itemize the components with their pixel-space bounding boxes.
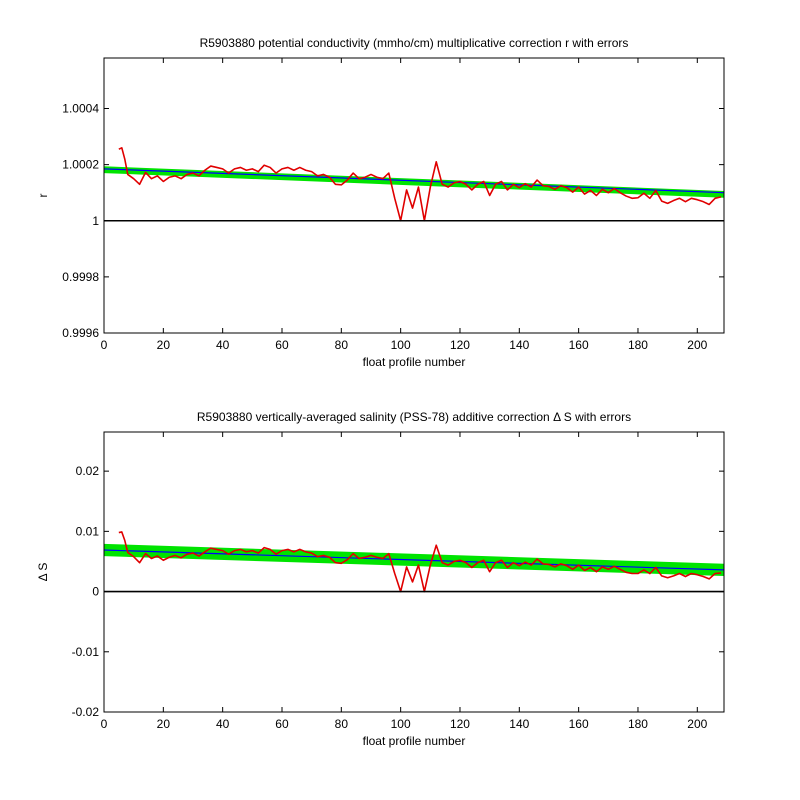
x-tick-label: 80 (335, 338, 349, 352)
y-tick-label: 0.9998 (62, 270, 99, 284)
chart-title: R5903880 potential conductivity (mmho/cm… (200, 36, 629, 50)
x-tick-label: 60 (275, 338, 289, 352)
x-tick-label: 0 (101, 717, 108, 731)
x-axis-label: float profile number (363, 734, 466, 748)
x-tick-label: 80 (335, 717, 349, 731)
y-tick-label: 1.0004 (62, 102, 99, 116)
x-tick-label: 160 (569, 717, 589, 731)
chart-panel-1: 0 20 40 60 80 100 120 140 160 180 200 0.9996 0.9998 1… (36, 36, 725, 369)
chart-panel-2: 0 20 40 60 80 100 120 140 160 180 200 -0.02 -0.01 0 0.… (36, 410, 725, 748)
x-tick-label: 40 (216, 717, 230, 731)
error-band (104, 166, 724, 198)
plot-data-area (104, 146, 724, 222)
x-tick-label: 200 (687, 717, 707, 731)
x-axis-label: float profile number (363, 355, 466, 369)
x-tick-label: 0 (101, 338, 108, 352)
x-tick-label: 120 (450, 717, 470, 731)
y-tick-label: 0.01 (76, 524, 100, 538)
x-tick-label: 140 (509, 717, 529, 731)
y-tick-label: -0.02 (72, 705, 100, 719)
x-tick-label: 120 (450, 338, 470, 352)
fit-line (104, 168, 724, 194)
y-tick-label: 1.0002 (62, 158, 99, 172)
x-tick-label: 100 (391, 338, 411, 352)
estimate-line (118, 146, 722, 222)
plot-data-area (104, 531, 724, 593)
plot-frame (103, 431, 725, 713)
x-tick-label: 200 (687, 338, 707, 352)
x-tick-label: 100 (391, 717, 411, 731)
y-tick-label: -0.01 (72, 645, 100, 659)
y-tick-label: 0.02 (76, 464, 100, 478)
plot-frame (103, 57, 725, 334)
fit-line (104, 549, 724, 571)
x-tick-label: 20 (157, 717, 171, 731)
estimate-line (118, 531, 722, 593)
y-tick-label: 0 (92, 585, 99, 599)
x-tick-label: 140 (509, 338, 529, 352)
y-tick-label: 0.9996 (62, 326, 99, 340)
chart-title: R5903880 vertically-averaged salinity (P… (197, 410, 631, 424)
x-tick-label: 160 (569, 338, 589, 352)
x-tick-label: 180 (628, 717, 648, 731)
x-tick-label: 20 (157, 338, 171, 352)
x-tick-label: 60 (275, 717, 289, 731)
x-tick-label: 40 (216, 338, 230, 352)
y-axis-label: r (36, 194, 50, 198)
y-tick-label: 1 (92, 214, 99, 228)
y-axis-label: Δ S (36, 563, 50, 582)
x-tick-label: 180 (628, 338, 648, 352)
